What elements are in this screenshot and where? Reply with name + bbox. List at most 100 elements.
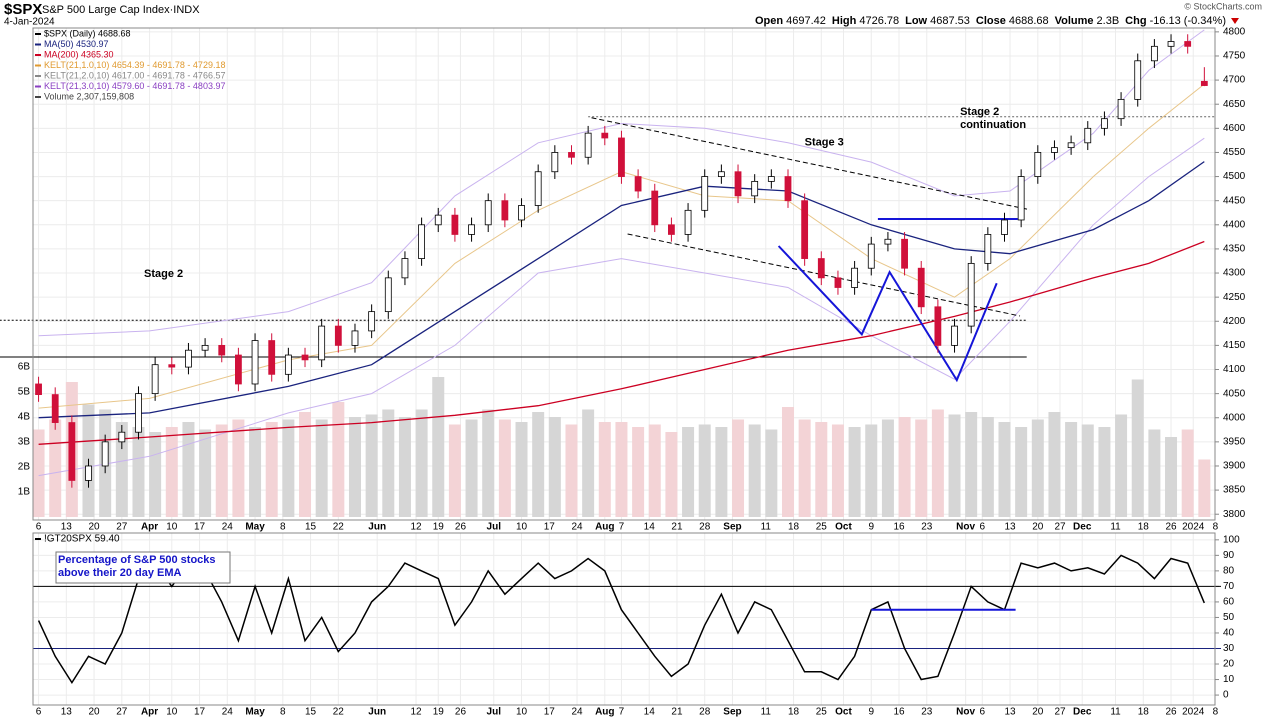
x-tick-label: 13 bbox=[1004, 707, 1016, 718]
volume-bar bbox=[415, 409, 428, 517]
candle-body bbox=[784, 176, 792, 202]
x-tick-label: 13 bbox=[61, 522, 73, 533]
volume-tick-label: 6B bbox=[18, 362, 31, 373]
index-name: S&P 500 Large Cap Index·INDX bbox=[42, 4, 200, 16]
candle-body bbox=[767, 176, 775, 182]
candle-body bbox=[618, 137, 625, 177]
volume-bar bbox=[1065, 422, 1078, 517]
candle-body bbox=[534, 171, 542, 206]
y-tick-label: 4750 bbox=[1223, 51, 1246, 62]
volume-bar bbox=[432, 377, 445, 517]
candle-body bbox=[51, 394, 59, 423]
y-tick-label: 4500 bbox=[1223, 171, 1246, 182]
candle-body bbox=[867, 243, 875, 269]
volume-bar bbox=[1115, 414, 1128, 517]
x-tick-label: Apr bbox=[141, 522, 158, 533]
volume-tick-label: 3B bbox=[18, 437, 31, 448]
candle-body bbox=[817, 258, 825, 279]
x-tick-label: Dec bbox=[1073, 707, 1092, 718]
y-tick-label: 4050 bbox=[1223, 388, 1246, 399]
x-tick-label: 23 bbox=[921, 522, 933, 533]
volume-bar bbox=[182, 422, 195, 517]
volume-bar bbox=[765, 429, 778, 517]
volume-bar bbox=[532, 412, 545, 517]
x-tick-label: 18 bbox=[788, 522, 800, 533]
candle-body bbox=[268, 340, 276, 375]
y-tick-label: 4300 bbox=[1223, 268, 1246, 279]
x-tick-label: Dec bbox=[1073, 522, 1092, 533]
quote-value: 4688.68 bbox=[1009, 15, 1049, 27]
legend-entry: Volume 2,307,159,808 bbox=[44, 91, 134, 101]
volume-bar bbox=[265, 422, 278, 517]
candle-body bbox=[185, 349, 192, 368]
quote-label: Low bbox=[905, 15, 927, 27]
x-tick-label: 28 bbox=[699, 522, 711, 533]
y-tick-label: 10 bbox=[1223, 674, 1235, 685]
candle-body bbox=[218, 344, 226, 356]
candle-body bbox=[201, 344, 209, 351]
y-tick-label: 4350 bbox=[1223, 244, 1246, 255]
candle-body bbox=[634, 176, 642, 192]
candle-body bbox=[1167, 41, 1175, 47]
y-tick-label: 3850 bbox=[1223, 485, 1246, 496]
y-tick-label: 20 bbox=[1223, 659, 1235, 670]
x-tick-label: 23 bbox=[921, 707, 933, 718]
x-tick-label: Jun bbox=[368, 522, 386, 533]
x-tick-label: 17 bbox=[544, 707, 556, 718]
candle-body bbox=[934, 306, 942, 346]
legend-entry: KELT(21,2.0,10) 4617.00 - 4691.78 - 4766… bbox=[44, 70, 225, 80]
candle-body bbox=[518, 205, 525, 221]
legend-entry: !GT20SPX 59.40 bbox=[44, 534, 120, 545]
candle-body bbox=[151, 364, 159, 395]
indicator-frame bbox=[32, 532, 1216, 706]
x-tick-label: Aug bbox=[595, 522, 614, 533]
candle-body bbox=[418, 224, 425, 259]
y-tick-label: 4000 bbox=[1223, 412, 1246, 423]
candle-body bbox=[1200, 80, 1208, 86]
note-text: above their 20 day EMA bbox=[58, 567, 182, 579]
volume-bar bbox=[548, 417, 561, 517]
candle-body bbox=[1001, 219, 1008, 235]
x-tick-label: 18 bbox=[1138, 522, 1150, 533]
volume-bar bbox=[282, 419, 295, 517]
volume-bar bbox=[515, 422, 528, 517]
volume-bar bbox=[665, 432, 678, 517]
volume-bar bbox=[881, 419, 894, 517]
volume-bar bbox=[1198, 459, 1211, 517]
x-tick-label: 2024 bbox=[1182, 522, 1205, 533]
volume-bar bbox=[1131, 379, 1144, 517]
x-tick-label: 20 bbox=[1032, 522, 1044, 533]
candle-body bbox=[1184, 41, 1192, 47]
candle-body bbox=[118, 431, 126, 443]
x-tick-label: 7 bbox=[619, 522, 625, 533]
legend-entry: MA(200) 4365.30 bbox=[44, 49, 114, 59]
candle-body bbox=[318, 325, 326, 361]
volume-tick-label: 4B bbox=[18, 412, 31, 423]
candle-body bbox=[568, 152, 575, 158]
quote-value: 4697.42 bbox=[786, 15, 826, 27]
volume-bar bbox=[748, 424, 761, 517]
x-tick-label: 11 bbox=[1110, 707, 1121, 718]
quote: Open 4697.42 High 4726.78 Low 4687.53 Close 468… bbox=[755, 15, 1226, 27]
x-tick-label: Nov bbox=[956, 522, 975, 533]
x-tick-label: 17 bbox=[194, 707, 206, 718]
candle-body bbox=[1101, 118, 1108, 129]
x-tick-label: 22 bbox=[333, 522, 345, 533]
x-tick-label: 24 bbox=[222, 707, 234, 718]
candle-body bbox=[101, 441, 109, 467]
y-tick-label: 30 bbox=[1223, 643, 1235, 654]
candle-body bbox=[734, 171, 742, 197]
indicator-line bbox=[37, 554, 1205, 685]
volume-bar bbox=[149, 432, 162, 517]
annotation: Stage 2 bbox=[144, 268, 183, 280]
volume-bar bbox=[965, 412, 978, 517]
candle-body bbox=[68, 422, 76, 481]
volume-bar bbox=[382, 409, 395, 517]
quote-value: -16.13 (-0.34%) bbox=[1150, 15, 1226, 27]
volume-bar bbox=[199, 429, 212, 517]
candle-body bbox=[384, 277, 392, 313]
x-tick-label: 12 bbox=[410, 522, 422, 533]
x-tick-label: 27 bbox=[1054, 522, 1066, 533]
quote-label: Volume bbox=[1055, 15, 1094, 27]
volume-bar bbox=[1165, 437, 1178, 517]
